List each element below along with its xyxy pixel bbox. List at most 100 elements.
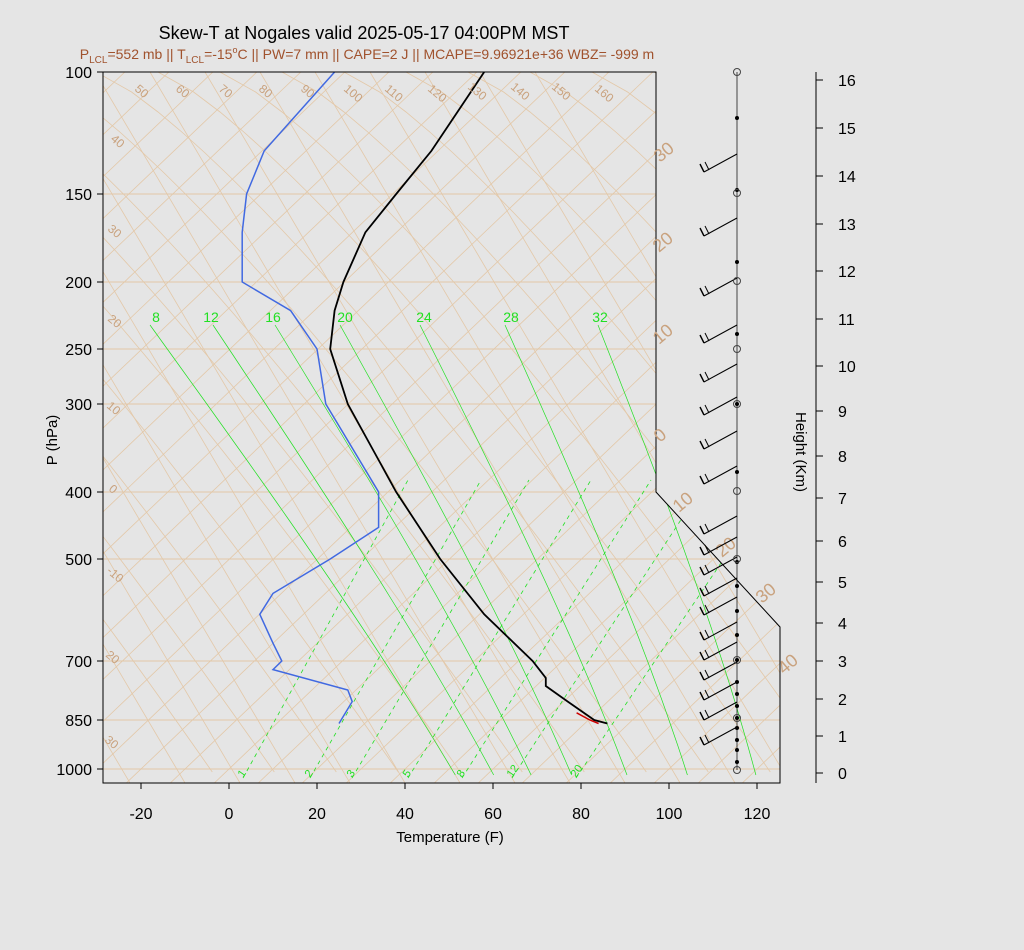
- barb-shaft: [703, 556, 738, 576]
- dry-adiabat: [424, 72, 780, 783]
- height-tick-label: 7: [838, 491, 847, 508]
- dry-adiabat: [204, 72, 626, 783]
- wind-barb: [699, 661, 738, 681]
- barb-shaft: [703, 363, 738, 383]
- dry-adiabat: [103, 72, 516, 783]
- barb-ring: [733, 714, 741, 722]
- barb-shaft: [703, 621, 738, 641]
- p-tick-label: 1000: [56, 762, 92, 779]
- chart-title: Skew-T at Nogales valid 2025-05-17 04:00…: [159, 23, 570, 43]
- barb-flag: [699, 631, 705, 641]
- isotherm: [103, 72, 302, 783]
- x-axis-label: Temperature (F): [396, 829, 504, 846]
- x-tick-label: 100: [656, 806, 683, 823]
- p-tick-label: 850: [65, 713, 92, 730]
- theta-e-label: 24: [416, 309, 432, 325]
- dry-adiabat: [103, 72, 406, 783]
- barb-flag: [699, 287, 705, 297]
- p-tick-label: 300: [65, 397, 92, 414]
- height-tick-label: 5: [838, 575, 847, 592]
- height-tick-label: 9: [838, 404, 847, 421]
- barb-flag: [704, 225, 710, 235]
- barb-flag: [704, 629, 710, 639]
- wind-barb: [699, 277, 738, 297]
- barb-flag: [704, 371, 710, 381]
- dry-adiabat-curve: [157, 72, 771, 773]
- dewpoint-line: [241, 71, 380, 724]
- barb-flag: [704, 585, 710, 595]
- p-tick-label: 700: [65, 654, 92, 671]
- barb-dot: [735, 470, 739, 474]
- height-tick-label: 8: [838, 449, 847, 466]
- dry-adiabat-curve: [103, 72, 275, 773]
- barb-dot: [735, 692, 739, 696]
- isotherm: [566, 72, 780, 783]
- dry-adiabat-curve: [103, 72, 399, 773]
- barb-ring: [733, 656, 741, 664]
- theta-e-label: 20: [337, 309, 353, 325]
- isotherm: [610, 72, 780, 783]
- isotherm: [478, 72, 780, 783]
- barb-shaft: [703, 596, 738, 616]
- height-tick-label: 12: [838, 264, 856, 281]
- moist-adiabat: [339, 324, 572, 776]
- barb-flag: [704, 523, 710, 533]
- barb-shaft: [703, 324, 738, 344]
- barb-dot: [735, 704, 739, 708]
- isotherm: [258, 72, 780, 783]
- height-tick-label: 4: [838, 616, 847, 633]
- barb-flag: [699, 566, 705, 576]
- dry-adiabat: [103, 72, 186, 783]
- wind-barb: [699, 641, 738, 661]
- dry-adiabat-curve: [281, 72, 780, 773]
- barb-dot: [735, 760, 739, 764]
- theta-e-label: 32: [592, 309, 608, 325]
- barb-flag: [704, 689, 710, 699]
- barb-ring: [733, 555, 741, 563]
- wind-barb: [699, 596, 738, 616]
- mixing-ratio-line: [461, 479, 652, 779]
- barb-shaft: [703, 726, 738, 746]
- height-tick-label: 2: [838, 692, 847, 709]
- mixing-ratio-line: [242, 479, 409, 779]
- x-tick-label: 20: [308, 806, 326, 823]
- mixing-ratio-label: 2: [303, 768, 316, 780]
- isotherm: [434, 72, 780, 783]
- barb-flag: [699, 163, 705, 173]
- height-tick-label: 11: [838, 312, 855, 329]
- moist-adiabat: [149, 324, 456, 776]
- barb-flag: [699, 606, 705, 616]
- isotherm: [103, 72, 390, 783]
- barb-dot: [735, 726, 739, 730]
- mixing-ratio-line: [351, 479, 530, 779]
- isotherm: [103, 72, 654, 783]
- height-tick-label: 3: [838, 654, 847, 671]
- barb-ring: [733, 766, 741, 774]
- barb-shaft: [703, 515, 738, 535]
- barb-shaft: [703, 661, 738, 681]
- dry-adiabat-curve: [103, 72, 647, 773]
- barb-ring: [733, 400, 741, 408]
- barb-flag: [704, 404, 710, 414]
- height-tick-label: 13: [838, 217, 856, 234]
- barb-dot: [735, 260, 739, 264]
- barb-shaft: [703, 396, 738, 416]
- dry-adiabat-curve: [467, 72, 780, 773]
- theta-e-label: 16: [265, 309, 281, 325]
- barb-flag: [699, 373, 705, 383]
- barb-flag: [699, 227, 705, 237]
- barb-ring: [733, 487, 741, 495]
- barb-flag: [699, 406, 705, 416]
- barb-flag: [699, 587, 705, 597]
- barb-shaft: [703, 153, 738, 173]
- wind-barb: [699, 515, 738, 535]
- x-tick-label: -20: [129, 806, 152, 823]
- barb-flag: [704, 332, 710, 342]
- wind-barb: [699, 577, 738, 597]
- x-tick-label: 0: [225, 806, 234, 823]
- dry-adiabat-curve: [103, 72, 461, 773]
- barb-shaft: [703, 430, 738, 450]
- mixing-ratio-line: [309, 479, 482, 779]
- barb-flag: [699, 711, 705, 721]
- wind-barb: [699, 726, 738, 746]
